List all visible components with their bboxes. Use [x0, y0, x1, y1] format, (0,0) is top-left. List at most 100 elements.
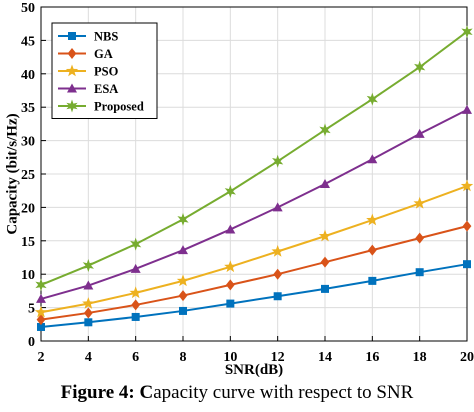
data-point-pso	[318, 229, 332, 242]
legend-item-esa: ESA	[58, 82, 118, 96]
data-point-proposed	[82, 259, 94, 273]
series-line-ga	[40, 225, 468, 321]
data-point-ga	[415, 232, 425, 244]
caption-label: Figure 4: C	[60, 382, 154, 403]
series-line-proposed	[40, 30, 468, 286]
legend-label: NBS	[94, 30, 118, 44]
legend-marker	[67, 48, 77, 59]
data-point-nbs	[131, 312, 140, 321]
y-axis-title: Capacity (bit/s/Hz)	[4, 113, 20, 234]
series-esa	[36, 104, 472, 303]
data-point-pso	[176, 274, 190, 287]
series-proposed	[35, 25, 473, 292]
legend-item-proposed: Proposed	[58, 99, 144, 114]
data-point-proposed	[130, 237, 142, 251]
data-point-nbs	[273, 292, 282, 301]
x-tick-label: 16	[365, 350, 379, 365]
legend-marker	[65, 64, 79, 77]
data-point-esa	[36, 293, 46, 303]
data-point-nbs	[226, 299, 235, 308]
y-tick-label: 50	[21, 1, 35, 16]
data-point-pso	[129, 286, 142, 299]
data-point-ga	[320, 256, 330, 268]
data-point-esa	[178, 245, 188, 255]
series-pso	[34, 179, 474, 318]
data-point-nbs	[179, 306, 187, 315]
data-point-proposed	[224, 184, 236, 198]
x-tick-label: 12	[271, 350, 285, 365]
data-point-ga	[36, 314, 46, 326]
data-point-pso	[460, 179, 474, 192]
legend-label: ESA	[94, 82, 118, 96]
data-point-proposed	[177, 212, 189, 226]
y-tick-label: 0	[28, 335, 35, 350]
data-point-esa	[83, 280, 94, 290]
legend-item-ga: GA	[58, 47, 113, 61]
x-tick-label: 8	[180, 350, 187, 365]
data-point-esa	[462, 104, 472, 114]
data-point-nbs	[415, 268, 424, 277]
y-tick-label: 5	[28, 302, 35, 317]
y-tick-label: 15	[21, 235, 35, 250]
legend-item-pso: PSO	[58, 64, 119, 79]
x-tick-label: 2	[38, 350, 45, 365]
series-ga	[36, 220, 472, 326]
data-point-pso	[366, 213, 379, 226]
legend-label: PSO	[94, 65, 119, 79]
data-point-proposed	[319, 123, 331, 137]
data-point-pso	[34, 305, 48, 318]
data-point-ga	[462, 220, 472, 232]
data-point-pso	[224, 260, 237, 273]
series-line-esa	[40, 108, 468, 300]
x-tick-label: 4	[85, 350, 92, 365]
x-axis-title: SNR(dB)	[225, 362, 283, 378]
data-point-ga	[367, 244, 377, 256]
data-point-nbs	[84, 318, 93, 327]
y-tick-label: 35	[21, 101, 35, 116]
data-point-ga	[273, 268, 283, 280]
data-point-nbs	[463, 260, 471, 269]
figure-caption: Figure 4: Capacity curve with respect to…	[0, 382, 474, 404]
y-tick-label: 10	[21, 268, 35, 283]
legend: NBS GA PSO ESA Proposed	[51, 22, 158, 119]
y-tick-label: 45	[21, 34, 35, 49]
legend-marker	[66, 99, 78, 113]
data-point-nbs	[321, 284, 329, 293]
data-point-esa	[367, 154, 378, 164]
data-point-proposed	[272, 154, 284, 168]
legend-item-nbs: NBS	[58, 30, 118, 44]
y-tick-label: 30	[21, 135, 35, 150]
data-point-ga	[225, 279, 235, 291]
data-point-proposed	[35, 278, 47, 292]
x-tick-label: 10	[223, 350, 237, 365]
y-tick-label: 25	[21, 168, 35, 183]
data-point-ga	[178, 290, 188, 302]
data-point-ga	[131, 299, 141, 311]
data-point-ga	[83, 307, 93, 319]
legend-marker	[67, 83, 77, 93]
series-nbs	[37, 260, 471, 331]
data-point-esa	[225, 224, 236, 234]
legend-label: GA	[94, 47, 113, 61]
legend-marker	[68, 32, 76, 40]
data-point-pso	[82, 297, 95, 309]
caption-text: apacity curve with respect to SNR	[153, 382, 414, 403]
data-point-pso	[271, 244, 284, 257]
data-point-proposed	[414, 60, 426, 74]
data-point-proposed	[366, 92, 378, 106]
x-tick-label: 6	[132, 350, 139, 365]
data-point-pso	[413, 196, 426, 209]
data-point-proposed	[461, 25, 473, 39]
x-tick-label: 14	[318, 350, 332, 365]
series-line-pso	[40, 185, 468, 314]
axis-ticks: 2 4 6 8 10 12 14 16 18 20 0 5 10 15 20 25 30 35 40 45 50	[21, 1, 474, 365]
data-point-nbs	[37, 322, 45, 331]
y-tick-label: 40	[21, 68, 35, 83]
data-point-esa	[130, 263, 141, 273]
data-point-esa	[414, 128, 425, 138]
data-point-nbs	[368, 276, 377, 285]
x-tick-label: 20	[460, 350, 474, 365]
legend-label: Proposed	[94, 100, 144, 114]
data-point-esa	[272, 202, 283, 212]
